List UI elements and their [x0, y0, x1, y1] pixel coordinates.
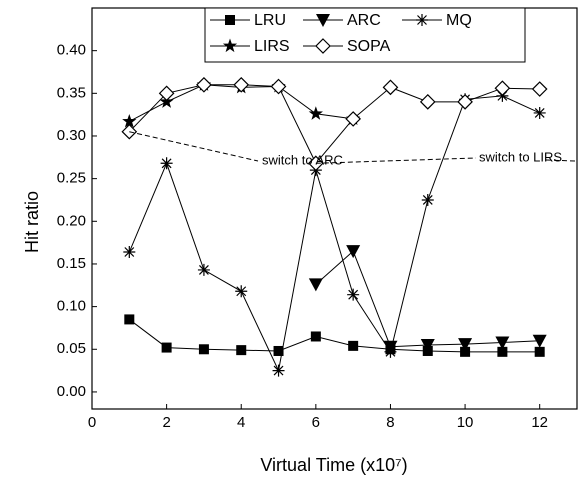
marker [123, 246, 136, 259]
legend-label: LRU [254, 12, 286, 29]
x-tick-label: 0 [88, 414, 96, 431]
annotation: switch to ARC [262, 152, 343, 167]
y-tick-label: 0.15 [57, 255, 86, 272]
marker [197, 263, 210, 276]
marker [122, 113, 137, 128]
annotation-leader [129, 131, 259, 162]
y-tick-label: 0.40 [57, 42, 86, 59]
x-tick-label: 8 [386, 414, 394, 431]
x-axis-label: Virtual Time (x10⁷) [260, 455, 407, 475]
legend-label: SOPA [347, 38, 391, 55]
legend-label: MQ [446, 12, 472, 29]
y-tick-label: 0.10 [57, 298, 86, 315]
marker [382, 79, 399, 96]
legend-frame [204, 7, 526, 63]
marker [273, 345, 284, 356]
marker [124, 314, 135, 325]
marker [531, 81, 548, 97]
marker [158, 85, 175, 102]
marker [421, 193, 434, 206]
marker [196, 76, 212, 93]
marker [497, 346, 508, 357]
marker [534, 346, 545, 357]
y-tick-label: 0.20 [57, 212, 86, 229]
annotation-leader [315, 157, 477, 164]
marker [347, 288, 360, 301]
marker [532, 334, 547, 348]
marker [348, 340, 359, 351]
marker [495, 336, 510, 350]
marker [198, 344, 209, 355]
y-axis-label: Hit ratio [22, 191, 42, 253]
y-tick-label: 0.00 [57, 383, 86, 400]
marker [346, 245, 361, 259]
y-tick-label: 0.30 [57, 127, 86, 144]
x-tick-label: 4 [237, 414, 245, 431]
marker [308, 278, 323, 292]
marker [384, 345, 397, 358]
legend-label: LIRS [254, 38, 290, 55]
x-tick-label: 10 [457, 414, 474, 431]
marker [310, 331, 321, 342]
marker [161, 342, 172, 353]
x-tick-label: 6 [312, 414, 320, 431]
y-tick-label: 0.35 [57, 84, 86, 101]
legend-marker [315, 38, 331, 54]
annotation-leader [545, 159, 576, 162]
marker [307, 155, 324, 172]
marker [460, 346, 471, 357]
marker [272, 364, 285, 377]
marker [236, 345, 247, 356]
legend: LRU ARC MQ LIRS SOPA [204, 7, 526, 63]
marker [419, 94, 436, 110]
marker [345, 111, 362, 127]
x-tick-label: 12 [531, 414, 548, 431]
legend-marker [222, 38, 238, 53]
marker [533, 106, 546, 119]
marker [235, 285, 248, 298]
annotation: switch to LIRS [479, 149, 562, 164]
marker [233, 76, 250, 93]
series-line [128, 95, 540, 373]
legend-marker [225, 15, 235, 25]
x-tick-label: 2 [162, 414, 170, 431]
legend-marker [416, 14, 428, 26]
marker [160, 157, 173, 170]
series-line [129, 319, 540, 353]
legend-marker [316, 14, 330, 27]
marker [494, 80, 511, 97]
marker [270, 78, 287, 95]
marker [458, 338, 473, 352]
y-tick-label: 0.05 [57, 340, 86, 357]
marker [457, 94, 473, 110]
marker [420, 339, 435, 353]
legend-label: ARC [347, 12, 381, 29]
y-tick-label: 0.25 [57, 170, 86, 187]
marker [308, 106, 323, 120]
